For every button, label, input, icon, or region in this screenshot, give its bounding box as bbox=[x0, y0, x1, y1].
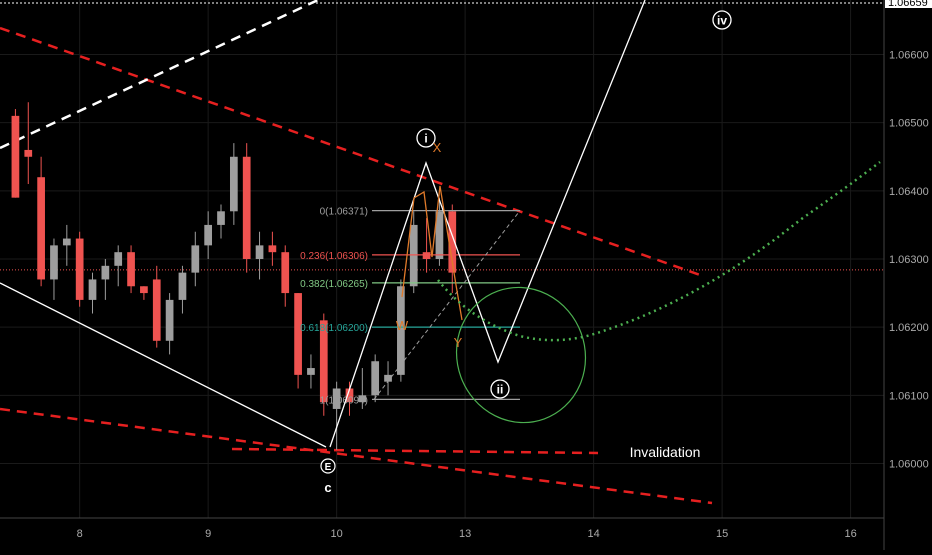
time-tick-label: 13 bbox=[459, 528, 471, 540]
time-tick-label: 9 bbox=[205, 528, 211, 540]
candle-body bbox=[152, 279, 161, 341]
wave-label-E: E bbox=[325, 462, 332, 473]
candle-body bbox=[75, 238, 84, 300]
price-tick-label: 1.06000 bbox=[889, 458, 929, 470]
time-tick-label: 15 bbox=[716, 528, 728, 540]
price-tick-label: 1.06400 bbox=[889, 186, 929, 198]
candle-body bbox=[332, 388, 341, 409]
candle-body bbox=[127, 252, 135, 287]
fib-diagonal bbox=[373, 210, 521, 400]
fib-level-label: 0.382(1.06265) bbox=[300, 279, 368, 290]
candle-body bbox=[62, 238, 71, 246]
candle-body bbox=[409, 224, 418, 287]
candle-body bbox=[384, 374, 392, 382]
candle-body bbox=[448, 211, 457, 273]
wave-label-W: W bbox=[396, 318, 409, 333]
candle-body bbox=[11, 115, 20, 198]
candle-body bbox=[165, 299, 174, 341]
wave-label-i: i bbox=[424, 132, 427, 146]
wxy-subwave bbox=[401, 185, 463, 321]
wave-label-X: X bbox=[433, 140, 442, 155]
wave-label-c: c bbox=[324, 480, 331, 495]
price-tick-label: 1.06300 bbox=[889, 254, 929, 266]
lower-white-trendline bbox=[0, 282, 327, 448]
candle-body bbox=[217, 211, 225, 225]
price-tick-label: 1.06600 bbox=[889, 50, 929, 62]
top-price-label: 1.06659 bbox=[888, 0, 928, 9]
candle-body bbox=[229, 156, 238, 212]
fib-level-label: 1(1.06094) bbox=[320, 395, 368, 406]
candle-body bbox=[319, 320, 328, 403]
candles-layer bbox=[11, 102, 457, 450]
candle-body bbox=[422, 252, 431, 259]
trendline-layer bbox=[0, 0, 884, 505]
time-tick-label: 16 bbox=[844, 528, 856, 540]
candle-body bbox=[140, 286, 148, 294]
candle-body bbox=[435, 211, 444, 259]
candle-body bbox=[255, 245, 264, 259]
wave-path bbox=[329, 0, 646, 448]
upper-red-trendline bbox=[0, 26, 704, 278]
time-tick-label: 8 bbox=[77, 528, 83, 540]
wave-label-iv-circle bbox=[712, 10, 732, 30]
fib-level-label: 0.236(1.06306) bbox=[300, 251, 368, 262]
candle-body bbox=[178, 272, 187, 300]
candle-body bbox=[24, 149, 33, 157]
candle-body bbox=[88, 279, 97, 300]
wave-label-ii-circle bbox=[490, 379, 510, 399]
candle-body bbox=[281, 252, 290, 294]
candle-body bbox=[294, 293, 302, 375]
candle-body bbox=[242, 156, 251, 259]
candle-body bbox=[307, 368, 315, 375]
candle-body bbox=[101, 265, 110, 280]
wave-label-iv: iv bbox=[717, 14, 727, 28]
projection-curve bbox=[437, 161, 881, 342]
wave-label-i-circle bbox=[416, 128, 436, 148]
invalidation-line bbox=[231, 447, 599, 455]
wave-label-ii: ii bbox=[497, 383, 504, 397]
invalidation-annotation: Invalidation bbox=[630, 444, 701, 460]
candle-body bbox=[191, 245, 200, 273]
time-tick-label: 14 bbox=[587, 528, 599, 540]
time-tick-label: 10 bbox=[331, 528, 343, 540]
candle-body bbox=[114, 252, 123, 266]
top-price-box bbox=[885, 0, 932, 8]
wave-path-layer bbox=[329, 0, 881, 448]
candle-body bbox=[268, 245, 277, 253]
candle-body bbox=[37, 177, 45, 280]
candle-body bbox=[358, 395, 367, 403]
wave-label-Y: Y bbox=[454, 335, 463, 350]
price-tick-label: 1.06500 bbox=[889, 118, 929, 130]
candle-body bbox=[204, 224, 213, 246]
lower-red-trendline bbox=[0, 407, 713, 505]
candle-body bbox=[50, 245, 58, 280]
fib-level-label: 0(1.06371) bbox=[320, 207, 368, 218]
fibonacci-layer: 0(1.06371) 0.236(1.06306) 0.382(1.06265) 0.… bbox=[300, 207, 521, 406]
fib-level-label: 0.618(1.06200) bbox=[300, 323, 368, 334]
upper-white-channel bbox=[0, 0, 319, 150]
price-tick-label: 1.06100 bbox=[889, 390, 929, 402]
candle-body bbox=[397, 286, 405, 375]
target-zone-ellipse bbox=[455, 286, 587, 424]
wave-label-E-circle bbox=[320, 458, 336, 474]
candle-body bbox=[371, 361, 380, 396]
price-tick-label: 1.06200 bbox=[889, 322, 929, 334]
candle-body bbox=[345, 388, 354, 403]
